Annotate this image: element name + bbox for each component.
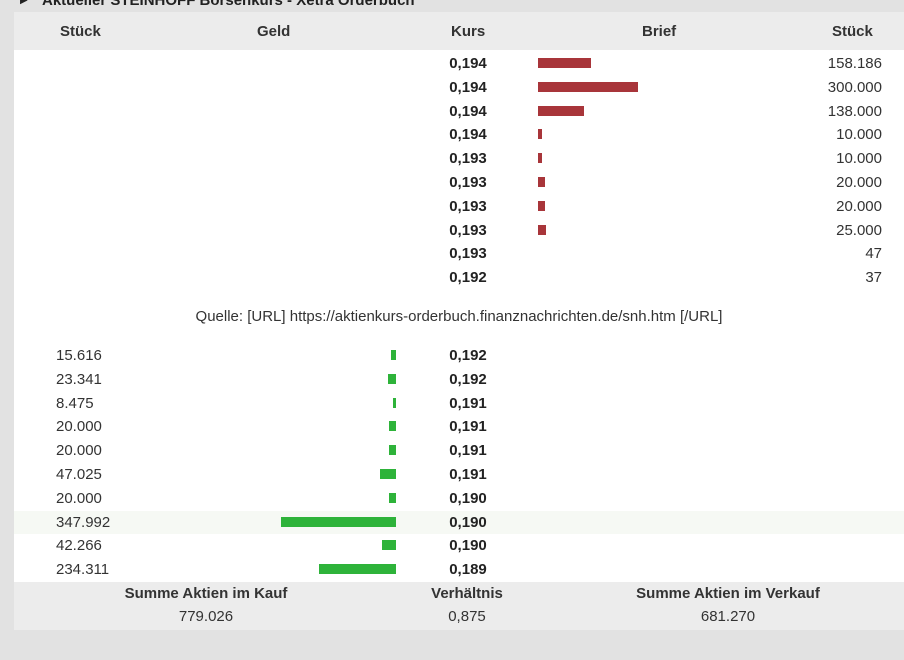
header-stueck-right: Stück (832, 23, 873, 40)
ask-volume-bar (538, 129, 542, 140)
bid-volume-bar (391, 350, 396, 360)
bid-stueck: 8.475 (56, 394, 94, 412)
bid-volume-bar (319, 564, 396, 575)
bid-volume-bar (388, 373, 396, 384)
bid-row: 234.311 0,189 (14, 558, 904, 581)
bid-kurs: 0,190 (449, 489, 487, 507)
bid-row: 23.341 0,192 (14, 368, 904, 391)
header-brief: Brief (642, 23, 677, 40)
bid-volume-bar (382, 540, 396, 551)
bid-stueck: 20.000 (56, 418, 102, 436)
ask-stueck: 138.000 (827, 102, 882, 120)
ask-kurs: 0,193 (449, 197, 487, 215)
bid-volume-bar (393, 397, 396, 408)
sum-sell-label: Summe Aktien im Verkauf (636, 585, 820, 602)
bid-stueck: 23.341 (56, 370, 102, 388)
section-title-bar[interactable]: ▶ Aktueller STEINHOFF Börsenkurs - Xetra… (14, 0, 904, 12)
ask-kurs: 0,193 (449, 221, 487, 239)
expand-triangle-icon[interactable]: ▶ (20, 0, 28, 6)
bid-kurs: 0,191 (449, 394, 487, 412)
ask-kurs: 0,194 (449, 55, 487, 72)
bid-volume-bar (389, 445, 396, 456)
ask-volume-bar (538, 200, 545, 211)
sum-buy-value: 779.026 (178, 608, 234, 625)
ask-row: 0,194 158.186 (14, 52, 904, 75)
ask-stueck: 20.000 (836, 174, 882, 191)
orderbook-panel: Stück Geld Kurs Brief Stück 0,194 158.186… (14, 12, 904, 630)
bid-stueck: 20.000 (56, 442, 102, 460)
ask-volume-bar (538, 105, 584, 116)
summary-footer: Summe Aktien im Kauf 779.026 Verhältnis … (14, 582, 904, 630)
sum-sell: Summe Aktien im Verkauf 681.270 (618, 582, 838, 625)
ask-stueck: 300.000 (827, 78, 882, 96)
bid-stueck: 347.992 (56, 513, 111, 531)
bid-stueck: 234.311 (56, 561, 110, 579)
bid-stueck: 15.616 (56, 347, 102, 364)
bid-row: 47.025 0,191 (14, 463, 904, 486)
ask-kurs: 0,194 (449, 102, 487, 120)
bid-volume-bar (389, 492, 396, 503)
ask-kurs: 0,193 (449, 174, 487, 191)
sum-buy: Summe Aktien im Kauf 779.026 (106, 582, 306, 625)
bid-volume-bar (380, 469, 396, 479)
ask-row: 0,193 25.000 (14, 219, 904, 242)
bid-kurs: 0,189 (449, 561, 487, 579)
ask-volume-bar (538, 224, 546, 235)
bid-kurs: 0,190 (449, 513, 487, 531)
source-text: Quelle: [URL] https://aktienkurs-orderbu… (195, 308, 723, 325)
bid-volume-bar (281, 516, 396, 527)
header-stueck-left: Stück (60, 23, 101, 40)
ask-kurs: 0,194 (449, 126, 487, 144)
bid-row: 347.992 0,190 (14, 510, 904, 534)
ask-stueck: 10.000 (836, 126, 882, 144)
bid-row: 42.266 0,190 (14, 534, 904, 557)
ratio-label: Verhältnis (431, 585, 503, 602)
ask-volume-bar (538, 58, 591, 68)
ask-volume-bar (538, 81, 638, 92)
ask-stueck: 20.000 (836, 197, 882, 215)
ask-row: 0,194 10.000 (14, 123, 904, 146)
ask-row: 0,192 37 (14, 266, 904, 289)
ratio-value: 0,875 (448, 608, 486, 625)
bid-kurs: 0,192 (449, 347, 487, 364)
bid-row: 15.616 0,192 (14, 344, 904, 367)
bid-row: 8.475 0,191 (14, 392, 904, 415)
sum-buy-label: Summe Aktien im Kauf (124, 585, 288, 602)
bid-kurs: 0,192 (449, 370, 487, 388)
ask-stueck: 25.000 (836, 221, 882, 239)
orderbook-header: Stück Geld Kurs Brief Stück (14, 12, 904, 50)
ratio: Verhältnis 0,875 (417, 582, 517, 625)
ask-kurs: 0,193 (449, 245, 487, 263)
ask-stueck: 158.186 (827, 55, 882, 72)
ask-row: 0,193 20.000 (14, 195, 904, 218)
bid-stueck: 20.000 (56, 489, 102, 507)
bid-stueck: 47.025 (56, 466, 102, 483)
header-geld: Geld (257, 23, 291, 40)
sum-sell-value: 681.270 (700, 608, 756, 625)
ask-row: 0,193 20.000 (14, 171, 904, 194)
ask-stueck: 47 (865, 245, 882, 263)
ask-stueck: 10.000 (836, 150, 882, 168)
ask-row: 0,193 47 (14, 242, 904, 265)
bid-volume-bar (389, 421, 396, 432)
section-title: Aktueller STEINHOFF Börsenkurs - Xetra O… (42, 0, 415, 9)
bid-row: 20.000 0,191 (14, 415, 904, 438)
bid-kurs: 0,191 (449, 466, 487, 483)
ask-row: 0,193 10.000 (14, 147, 904, 170)
bid-row: 20.000 0,190 (14, 487, 904, 510)
bid-stueck: 42.266 (56, 537, 102, 555)
ask-stueck: 37 (865, 269, 882, 287)
ask-kurs: 0,193 (449, 150, 487, 168)
bid-kurs: 0,191 (449, 442, 487, 460)
bid-kurs: 0,190 (449, 537, 487, 555)
ask-volume-bar (538, 153, 542, 164)
ask-row: 0,194 300.000 (14, 76, 904, 99)
ask-volume-bar (538, 177, 545, 187)
ask-kurs: 0,192 (449, 269, 487, 287)
bid-kurs: 0,191 (449, 418, 487, 436)
ask-row: 0,194 138.000 (14, 100, 904, 123)
bid-row: 20.000 0,191 (14, 439, 904, 462)
header-kurs: Kurs (451, 23, 486, 40)
ask-kurs: 0,194 (449, 78, 487, 96)
